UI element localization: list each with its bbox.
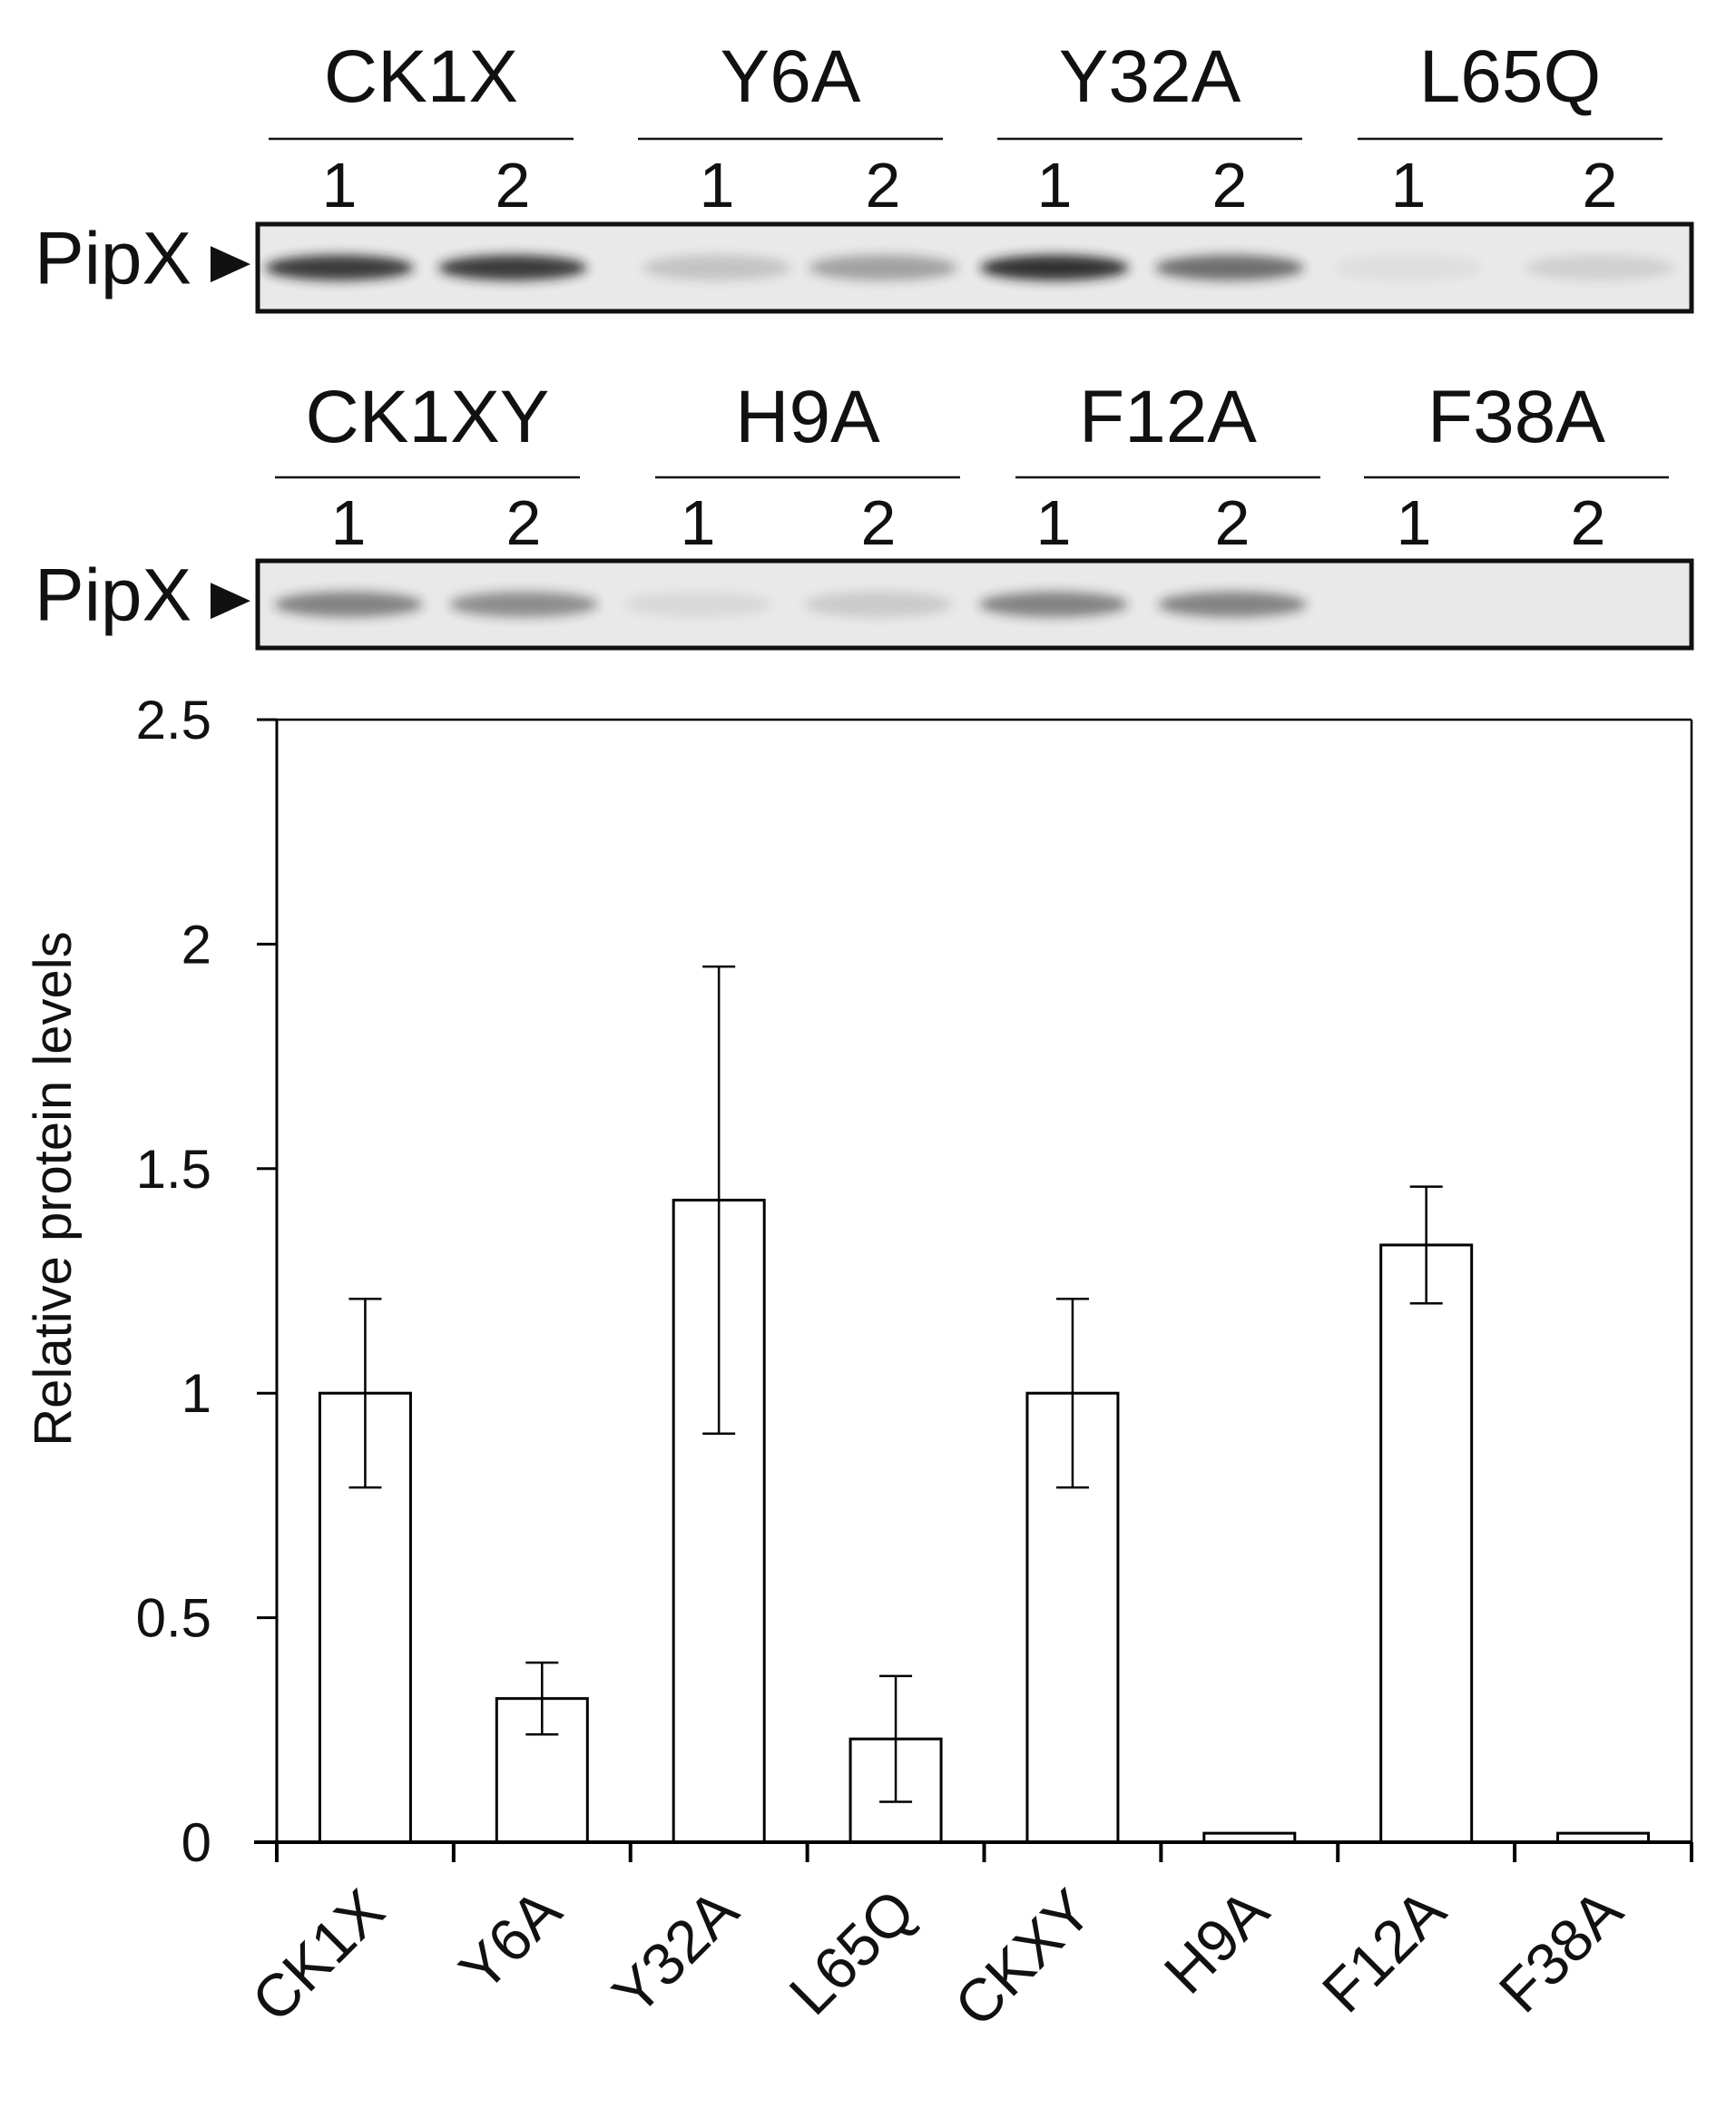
blot-group-label: F12A: [1079, 376, 1257, 458]
blot-band: [438, 255, 587, 280]
blot-group-label: CK1XY: [306, 376, 550, 458]
y-axis-label: Relative protein levels: [24, 931, 83, 1446]
y-tick-label: 2: [181, 914, 211, 975]
blot-lane-label: 2: [1212, 150, 1248, 221]
blot-lane-label: 1: [700, 150, 735, 221]
blot-lane-label: 2: [1583, 150, 1618, 221]
bar: [1379, 1243, 1474, 1844]
blot-frame: [255, 558, 1694, 651]
blot-group-label: CK1X: [324, 35, 518, 118]
y-tick-label: 0.5: [136, 1588, 211, 1649]
blot-group-label: F38A: [1427, 376, 1605, 458]
bars: [318, 965, 1651, 1844]
x-tick-label: F38A: [1486, 1877, 1635, 2026]
blot-lane-label: 1: [1036, 487, 1072, 558]
blot-band: [1525, 255, 1674, 280]
blot-lane-label: 2: [1571, 487, 1606, 558]
x-tick-label: F12A: [1309, 1877, 1458, 2026]
blot-lane-label: 2: [495, 150, 531, 221]
x-tick-label: H9A: [1152, 1877, 1281, 2006]
blot-group-label: L65Q: [1419, 35, 1602, 118]
blot-lane-label: 1: [331, 487, 367, 558]
y-tick-label: 1: [181, 1363, 211, 1424]
x-tick-label: Y6A: [446, 1877, 574, 2005]
blot-lane-label: 1: [322, 150, 358, 221]
blot-group-label: Y6A: [721, 35, 861, 118]
x-tick-label: CKXY: [941, 1877, 1103, 2039]
blot-lane-label: 2: [861, 487, 897, 558]
protein-label: PipX: [34, 554, 191, 636]
y-tick-label: 1.5: [136, 1139, 211, 1200]
blot-lane-label: 2: [1215, 487, 1251, 558]
y-axis-ticks: 0 0.5 1 1.5 2 2.5: [136, 690, 277, 1873]
blot-group-label: H9A: [735, 376, 880, 458]
blot-band: [274, 592, 423, 617]
blot-band: [804, 592, 953, 617]
blot-band: [642, 255, 791, 280]
protein-label: PipX: [34, 217, 191, 299]
blot-band: [449, 592, 598, 617]
blot-band: [980, 255, 1129, 280]
blot-band: [809, 255, 957, 280]
x-tick-label: Y32A: [600, 1877, 751, 2028]
arrowhead-icon: [211, 246, 250, 283]
blot-lane-label: 2: [866, 150, 901, 221]
x-axis-ticks: CK1X Y6A Y32A L65Q CKXY H9A F12A F38A: [239, 1842, 1693, 2039]
blot-band: [1155, 255, 1304, 280]
y-tick-label: 0: [181, 1812, 211, 1873]
blot-lane-label: 2: [506, 487, 542, 558]
bar-chart: 0 0.5 1 1.5 2 2.5 CK1X Y6A Y32A L65Q CKXY H9A F12A F…: [24, 690, 1693, 2039]
blot-band: [1158, 592, 1307, 617]
blot-lane-label: 1: [681, 487, 716, 558]
arrowhead-icon: [211, 583, 250, 620]
blot-frame: [255, 221, 1694, 314]
blot-group-label: Y32A: [1059, 35, 1241, 118]
blot-band: [623, 592, 772, 617]
x-tick-label: CK1X: [239, 1877, 397, 2035]
blot-band: [265, 255, 414, 280]
blot-lane-label: 1: [1391, 150, 1427, 221]
blot-band: [1334, 255, 1483, 280]
blot-lane-label: 1: [1037, 150, 1073, 221]
y-tick-label: 2.5: [136, 690, 211, 750]
blot-band: [979, 592, 1128, 617]
blot-lane-label: 1: [1397, 487, 1432, 558]
x-tick-label: L65Q: [776, 1877, 927, 2028]
